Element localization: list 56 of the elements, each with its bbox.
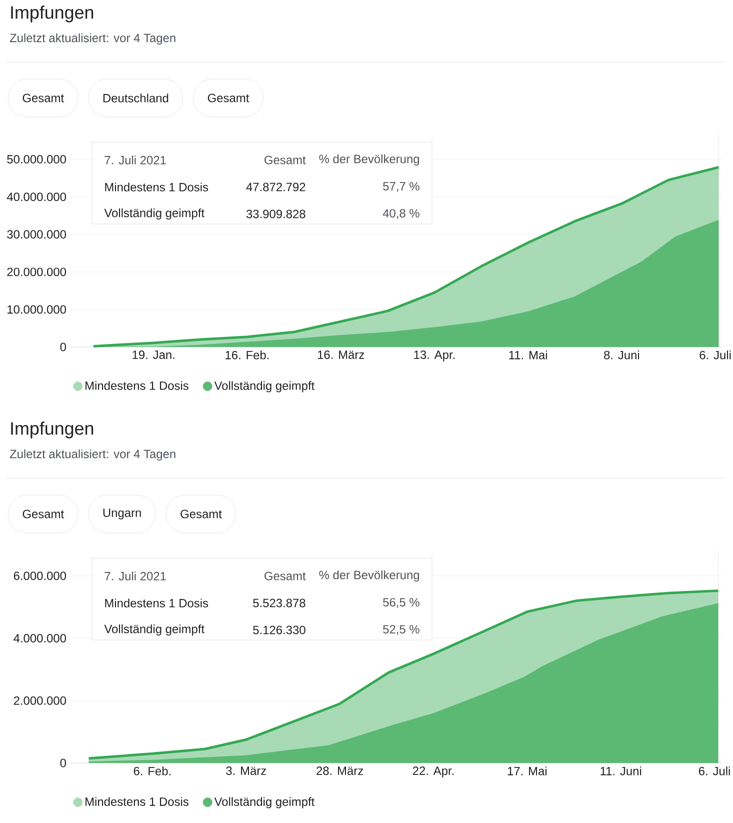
y-tick-label: 10.000.000 [8, 305, 66, 314]
text: Gesamt [22, 94, 64, 102]
annotation: 7. Juli 2021 [104, 156, 166, 164]
legend-label: Mindestens 1 Dosis [86, 381, 188, 390]
x-tick-label: 11. Mai [509, 350, 547, 360]
legend-label: Vollständig geimpft [214, 381, 315, 392]
annotation: 40,8 % [382, 209, 420, 219]
annotation: Mindestens 1 Dosis [105, 598, 208, 608]
y-tick-label: 6.000.000 [14, 572, 66, 580]
x-tick-label: 8. Juni [604, 350, 640, 360]
y-tick-label: 30.000.000 [7, 230, 66, 239]
chart-title: Impfungen [11, 422, 94, 438]
annotation: Mindestens 1 Dosis [105, 182, 208, 192]
y-tick-label: 2.000.000 [14, 696, 66, 705]
y-tick-label: 20.000.000 [7, 268, 66, 276]
y-tick-label: 0 [60, 758, 66, 768]
annotation: 52,5 % [383, 625, 420, 635]
x-tick-label: 6. Juli [698, 766, 730, 776]
annotation: 57,7 % [383, 182, 420, 192]
y-tick-label: 0 [60, 342, 66, 352]
text: Deutschland [103, 94, 168, 102]
annotation: 5.126.330 [253, 626, 306, 634]
x-tick-label: 28. März [316, 766, 363, 775]
x-tick-label: 17. Mai [508, 766, 546, 776]
x-tick-label: 19. Jan. [132, 350, 174, 359]
y-tick-label: 50.000.000 [7, 155, 66, 164]
x-tick-label: 16. Feb. [226, 350, 269, 360]
annotation: Vollständig geimpft [104, 208, 204, 220]
annotation: 5.523.878 [253, 598, 306, 608]
chart-title: Impfungen [11, 6, 94, 22]
annotation: % der Bevölkerung [319, 570, 420, 582]
text: Gesamt [22, 510, 64, 518]
annotation: Gesamt [264, 572, 306, 580]
chart-subtitle: Zuletzt aktualisiert: vor 4 Tagen [10, 449, 176, 461]
text: Gesamt [180, 510, 222, 518]
x-tick-label: 13. Apr. [414, 350, 455, 362]
x-tick-label: 16. März [318, 350, 364, 359]
annotation: Gesamt [264, 156, 306, 164]
annotation: % der Bevölkerung [319, 154, 420, 166]
text: Gesamt [208, 94, 250, 102]
legend-label: Mindestens 1 Dosis [86, 797, 188, 806]
annotation: Vollständig geimpft [104, 624, 204, 636]
y-tick-label: 4.000.000 [14, 634, 66, 642]
x-tick-label: 6. Feb. [134, 766, 171, 776]
x-tick-label: 22. Apr. [412, 766, 454, 778]
annotation: 56,5 % [383, 598, 420, 608]
annotation: 7. Juli 2021 [104, 572, 166, 580]
y-tick-label: 40.000.000 [6, 192, 66, 202]
annotation: 33.909.828 [246, 210, 306, 218]
x-tick-label: 3. März [226, 766, 266, 775]
x-tick-label: 11. Juni [600, 766, 642, 776]
text: Ungarn [103, 508, 141, 520]
x-tick-label: 6. Juli [700, 350, 731, 360]
annotation: 47.872.792 [246, 182, 306, 192]
chart-subtitle: Zuletzt aktualisiert: vor 4 Tagen [10, 33, 176, 45]
legend-label: Vollständig geimpft [214, 797, 315, 808]
